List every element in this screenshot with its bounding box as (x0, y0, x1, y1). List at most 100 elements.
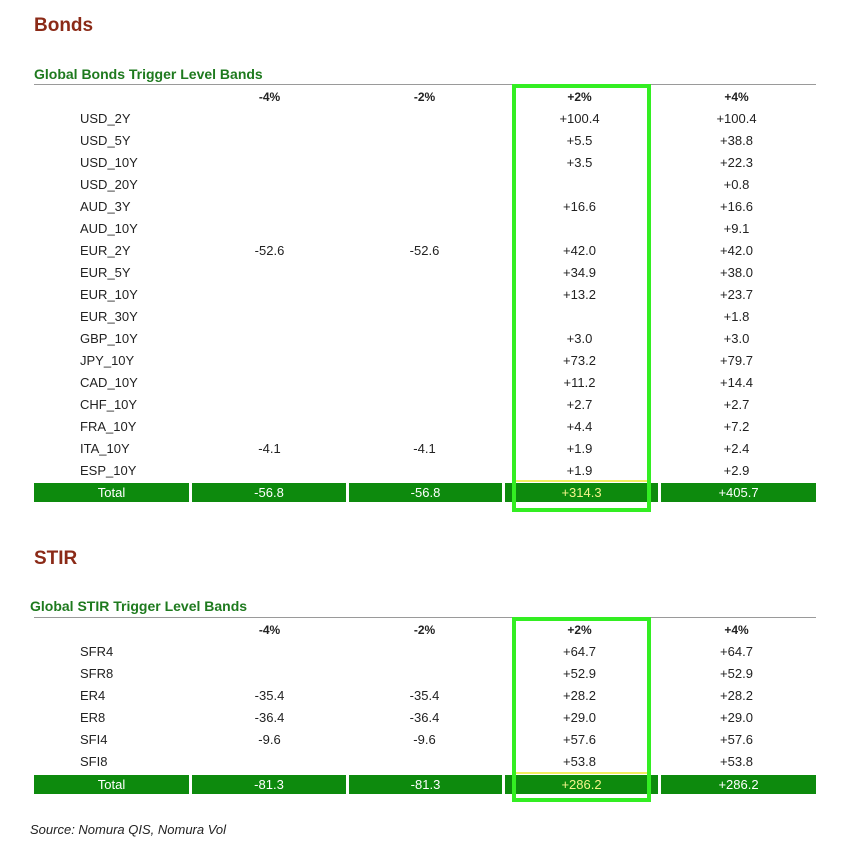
table-row: USD_20Y +0.8 (0, 174, 844, 196)
table-row: SFI8 +53.8 +53.8 (0, 751, 844, 773)
table-cell (347, 372, 502, 394)
table-cell: +22.3 (720, 155, 753, 170)
row-label: USD_10Y (80, 155, 138, 170)
row-label: SFR8 (80, 666, 114, 681)
bonds-plus2-highlight-box (512, 84, 651, 512)
table-cell: +28.2 (563, 688, 596, 703)
row-label: EUR_5Y (80, 265, 131, 280)
total-cell: -81.3 (192, 775, 346, 794)
row-label: ITA_10Y (80, 441, 130, 456)
stir-table-title: Global STIR Trigger Level Bands (30, 598, 248, 614)
table-cell (347, 394, 502, 416)
table-cell: +14.4 (720, 375, 753, 390)
table-cell (347, 663, 502, 685)
bonds-table-rule (34, 84, 816, 85)
table-cell: +1.9 (566, 463, 593, 478)
stir-total-row: Total -81.3 -81.3 +286.2 +286.2 (34, 775, 816, 794)
bonds-header-cell: +4% (724, 90, 749, 104)
stir-plus2-highlight-box (512, 617, 651, 802)
row-label: GBP_10Y (80, 331, 138, 346)
row-label: USD_2Y (80, 111, 131, 126)
row-label: EUR_2Y (80, 243, 131, 258)
table-cell: -4.1 (413, 441, 436, 456)
stir-header-cell: -4% (258, 623, 281, 637)
table-cell: +1.9 (566, 441, 593, 456)
table-cell: +1.8 (723, 309, 750, 324)
table-row: SFR4 +64.7 +64.7 (0, 641, 844, 663)
bonds-header-cell: +2% (567, 90, 592, 104)
table-cell: +2.7 (723, 397, 750, 412)
row-label: EUR_10Y (80, 287, 138, 302)
row-label: ER4 (80, 688, 106, 703)
table-cell (347, 641, 502, 663)
stir-total-accent-line (514, 772, 649, 774)
table-cell (347, 108, 502, 130)
table-cell (192, 284, 347, 306)
table-cell (347, 306, 502, 328)
table-row: CHF_10Y +2.7 +2.7 (0, 394, 844, 416)
total-cell: +314.3 (505, 483, 658, 502)
stir-table-rule (34, 617, 816, 618)
table-cell: +53.8 (720, 754, 753, 769)
total-cell: +286.2 (505, 775, 658, 794)
table-cell: +52.9 (720, 666, 753, 681)
table-cell: -9.6 (413, 732, 436, 747)
table-cell (192, 460, 347, 482)
row-label: CHF_10Y (80, 397, 138, 412)
table-cell: +28.2 (720, 688, 753, 703)
table-cell (347, 460, 502, 482)
table-cell: +4.4 (566, 419, 593, 434)
table-cell: +23.7 (720, 287, 753, 302)
table-cell (192, 196, 347, 218)
bonds-total-row: Total -56.8 -56.8 +314.3 +405.7 (34, 483, 816, 502)
table-cell: +29.0 (720, 710, 753, 725)
table-cell (192, 394, 347, 416)
table-cell: +53.8 (563, 754, 596, 769)
table-cell: +11.2 (563, 375, 596, 390)
table-cell (192, 152, 347, 174)
table-row: EUR_10Y +13.2 +23.7 (0, 284, 844, 306)
table-cell (347, 218, 502, 240)
table-row: AUD_3Y +16.6 +16.6 (0, 196, 844, 218)
table-cell: +2.7 (566, 397, 593, 412)
table-cell: +13.2 (563, 287, 596, 302)
table-cell (347, 350, 502, 372)
table-cell: +29.0 (563, 710, 596, 725)
table-cell: -35.4 (409, 688, 440, 703)
table-cell (192, 350, 347, 372)
table-cell: +2.9 (723, 463, 750, 478)
table-cell: +52.9 (563, 666, 596, 681)
table-cell: +79.7 (720, 353, 753, 368)
table-cell (192, 372, 347, 394)
table-cell: +7.2 (723, 419, 750, 434)
table-cell: +57.6 (720, 732, 753, 747)
bonds-total-accent-line (514, 480, 649, 482)
total-label: Total (34, 775, 189, 794)
total-cell: -81.3 (349, 775, 502, 794)
table-cell (347, 284, 502, 306)
table-cell (347, 174, 502, 196)
table-cell: +2.4 (723, 441, 750, 456)
table-row: AUD_10Y +9.1 (0, 218, 844, 240)
table-row: GBP_10Y +3.0 +3.0 (0, 328, 844, 350)
table-cell: -52.6 (254, 243, 285, 258)
table-cell: +9.1 (723, 221, 750, 236)
table-cell (347, 416, 502, 438)
total-label: Total (34, 483, 189, 502)
row-label: ESP_10Y (80, 463, 137, 478)
row-label: USD_20Y (80, 177, 138, 192)
table-cell: +5.5 (566, 133, 593, 148)
table-cell: +42.0 (563, 243, 596, 258)
table-cell (347, 196, 502, 218)
table-cell (192, 306, 347, 328)
row-label: JPY_10Y (80, 353, 135, 368)
row-label: SFI4 (80, 732, 108, 747)
table-row: ESP_10Y +1.9 +2.9 (0, 460, 844, 482)
table-cell: +3.5 (566, 155, 593, 170)
table-cell (192, 130, 347, 152)
table-row: ITA_10Y -4.1 -4.1 +1.9 +2.4 (0, 438, 844, 460)
table-cell (192, 174, 347, 196)
table-cell: +100.4 (716, 111, 757, 126)
table-cell: +3.0 (566, 331, 593, 346)
stir-section-title: STIR (34, 548, 78, 569)
